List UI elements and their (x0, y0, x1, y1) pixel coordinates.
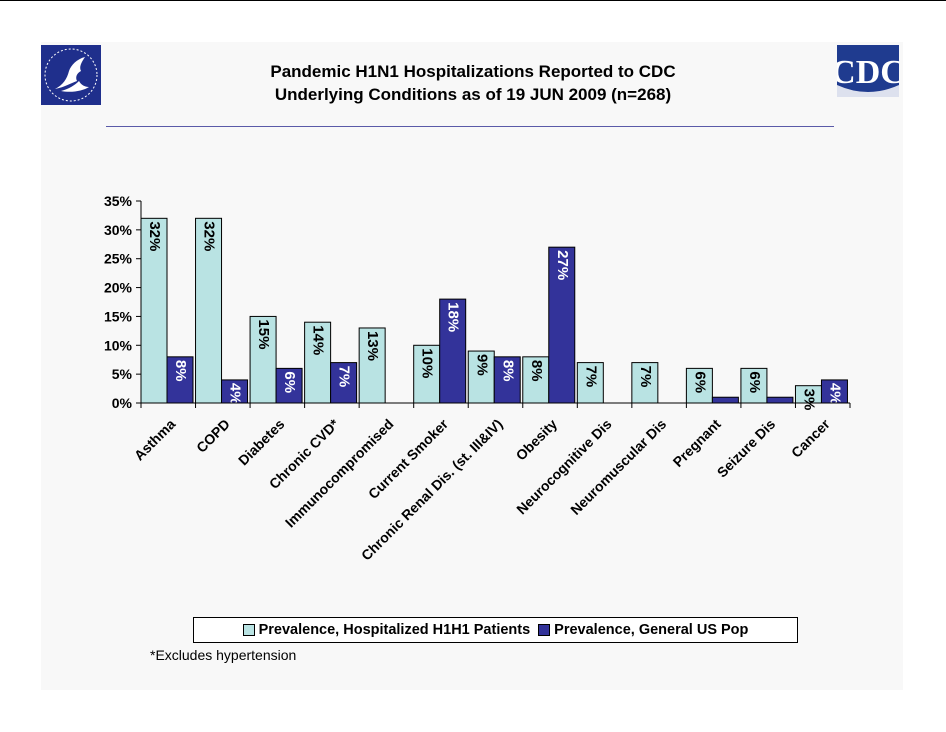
data-label-general-pop: 7% (336, 366, 353, 388)
x-category-label: Cancer (788, 415, 833, 460)
x-category-label: Obesity (513, 416, 561, 464)
chart-title: Pandemic H1N1 Hospitalizations Reported … (120, 60, 826, 106)
bar-general-pop (275, 367, 303, 404)
legend-swatch-hospitalized (242, 624, 255, 636)
top-border-line (0, 0, 946, 1)
bar-general-pop (548, 246, 576, 404)
data-label-general-pop: 18% (445, 302, 462, 332)
y-tick-label: 5% (112, 366, 133, 382)
data-label-hospitalized: 6% (691, 371, 708, 393)
cdc-logo-text: CDC (837, 54, 899, 91)
bar-general-pop (766, 396, 794, 404)
chart-title-line-1: Pandemic H1N1 Hospitalizations Reported … (270, 62, 676, 81)
x-category-label: Seizure Dis (714, 416, 779, 481)
legend-item-general-pop: Prevalence, General US Pop (538, 622, 748, 638)
y-tick-label: 15% (104, 308, 133, 324)
data-label-hospitalized: 9% (473, 354, 490, 376)
data-label-general-pop: 27% (554, 250, 571, 280)
data-label-hospitalized: 3% (800, 389, 817, 411)
bar-general-pop (439, 298, 467, 404)
y-tick-label: 35% (104, 193, 133, 209)
x-category-label: Immunocompromised (282, 416, 397, 531)
legend-item-hospitalized: Prevalence, Hospitalized H1H1 Patients (242, 622, 531, 638)
data-label-hospitalized: 13% (364, 331, 381, 361)
data-label-hospitalized: 6% (746, 371, 763, 393)
hhs-seal-logo (41, 45, 101, 105)
title-divider (106, 126, 834, 127)
data-label-hospitalized: 10% (419, 348, 436, 378)
x-category-label: Pregnant (670, 416, 724, 470)
bar-hospitalized (195, 217, 223, 404)
data-label-general-pop: 8% (499, 360, 516, 382)
bar-general-pop (493, 356, 521, 404)
bar-hospitalized (576, 362, 604, 404)
x-category-label: Diabetes (235, 416, 288, 469)
x-category-label: Asthma (131, 416, 179, 464)
data-label-hospitalized: 7% (582, 366, 599, 388)
x-category-label: COPD (193, 416, 233, 456)
y-tick-label: 30% (104, 222, 133, 238)
data-label-hospitalized: 32% (201, 221, 218, 251)
chart-title-line-2: Underlying Conditions as of 19 JUN 2009 … (274, 85, 672, 104)
bar-hospitalized (358, 327, 386, 404)
legend-label-hospitalized: Prevalence, Hospitalized H1H1 Patients (258, 622, 531, 638)
y-tick-label: 20% (104, 280, 133, 296)
chart-legend: Prevalence, Hospitalized H1H1 Patients P… (193, 617, 798, 643)
data-label-general-pop: 4% (227, 383, 244, 405)
bar-hospitalized (631, 362, 659, 404)
data-label-hospitalized: 32% (146, 221, 163, 251)
x-category-label: Neurocognitive Dis (513, 416, 615, 518)
cdc-logo: CDC (831, 45, 905, 97)
data-label-general-pop: 8% (172, 360, 189, 382)
data-label-hospitalized: 8% (528, 360, 545, 382)
data-label-general-pop: 4% (826, 383, 843, 405)
x-category-label: Neuromuscular Dis (567, 416, 669, 518)
data-label-hospitalized: 14% (310, 325, 327, 355)
bar-hospitalized (249, 315, 277, 404)
data-label-hospitalized: 7% (637, 366, 654, 388)
y-tick-label: 10% (104, 337, 133, 353)
legend-swatch-general-pop (538, 624, 551, 636)
bar-hospitalized (413, 344, 441, 404)
bar-hospitalized (522, 356, 550, 404)
bar-general-pop (166, 356, 194, 404)
footnote: *Excludes hypertension (150, 647, 297, 663)
y-tick-label: 0% (112, 395, 133, 411)
data-label-hospitalized: 15% (255, 319, 272, 349)
bar-general-pop (711, 396, 739, 404)
data-label-general-pop: 6% (281, 371, 298, 393)
legend-label-general-pop: Prevalence, General US Pop (554, 622, 749, 638)
y-tick-label: 25% (104, 251, 133, 267)
